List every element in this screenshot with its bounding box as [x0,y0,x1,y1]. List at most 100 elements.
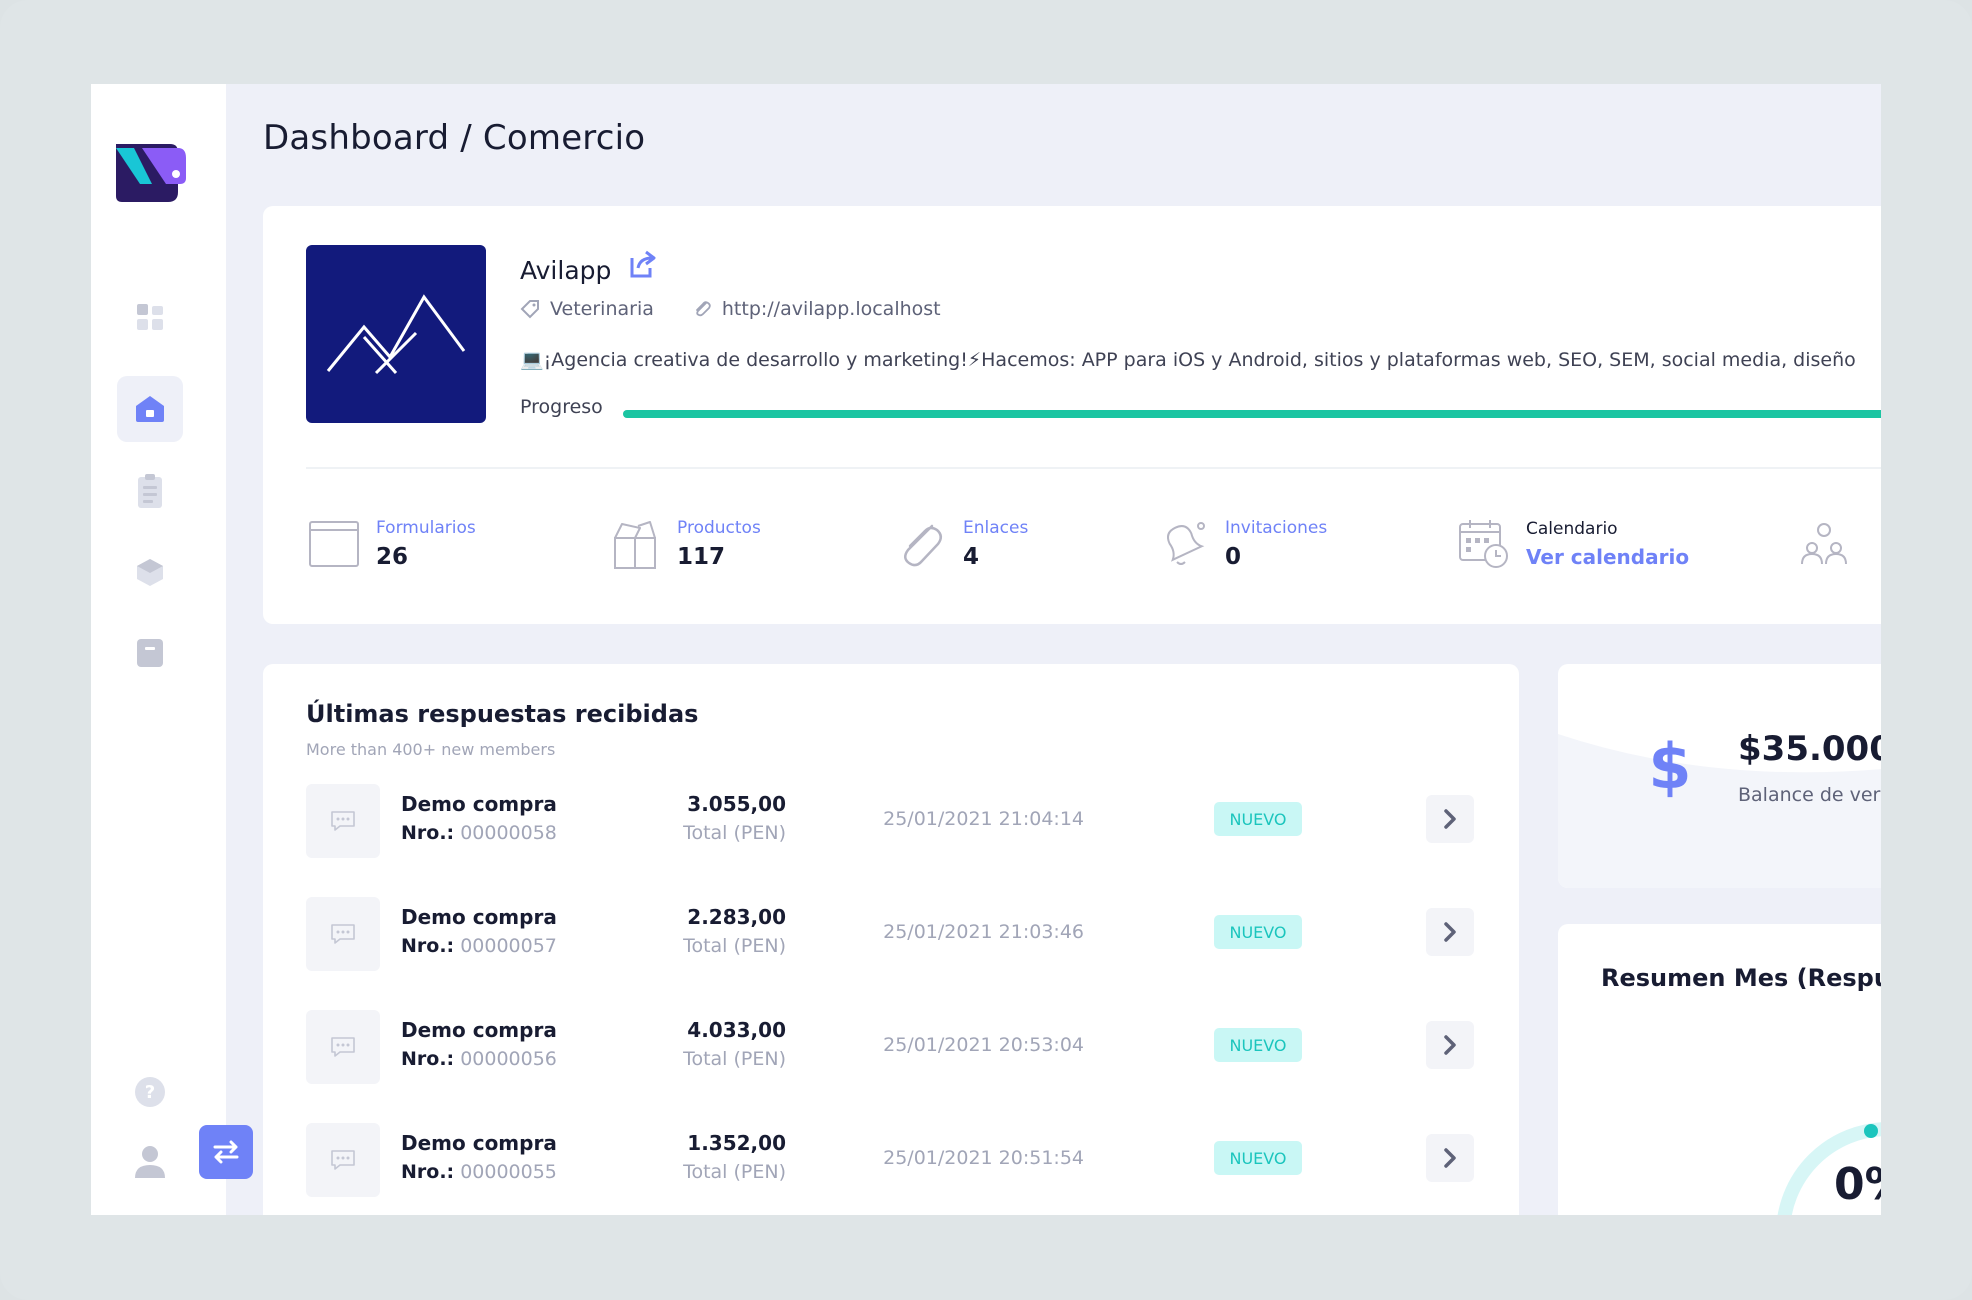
status-badge: NUEVO [1214,1028,1302,1062]
response-amount: 3.055,00 [687,792,786,816]
response-amount: 4.033,00 [687,1018,786,1042]
page-title: Dashboard / Comercio [263,118,646,158]
sidebar-item-commerce[interactable] [117,376,183,442]
response-row[interactable]: Demo compra Nro.: 00000055 1.352,00 Tota… [306,1123,1476,1199]
response-number: Nro.: 00000056 [401,1048,557,1070]
user-profile-button[interactable] [117,1129,183,1195]
stat-products[interactable]: Productos 117 [607,516,761,572]
sidebar-item-forms[interactable] [117,458,183,524]
commerce-category: Veterinaria [520,298,654,320]
response-date: 25/01/2021 21:03:46 [883,921,1084,943]
divider [306,467,1881,469]
open-response-button[interactable] [1426,795,1474,843]
summary-radial-chart [1777,1122,1881,1215]
progress-label: Progreso [520,396,603,418]
home-icon [136,396,164,422]
external-link-icon[interactable] [628,250,658,280]
tag-icon [520,300,539,319]
commerce-category-label: Veterinaria [550,298,654,320]
response-date: 25/01/2021 20:53:04 [883,1034,1084,1056]
open-box-icon [614,521,656,569]
stat-products-label: Productos [677,518,761,538]
sidebar-item-dashboard[interactable] [117,284,183,350]
response-currency: Total (PEN) [683,1048,786,1070]
svg-text:$: $ [1648,734,1691,803]
stat-users[interactable] [1796,516,1866,572]
response-row[interactable]: Demo compra Nro.: 00000057 2.283,00 Tota… [306,897,1476,973]
chat-message-icon [331,1037,355,1057]
users-group-icon [1801,523,1847,565]
chevron-right-icon [1444,1035,1456,1055]
stat-links[interactable]: Enlaces 4 [893,516,1028,572]
monthly-summary-title: Resumen Mes (Respue [1601,964,1881,992]
latest-responses-card: Últimas respuestas recibidas More than 4… [263,664,1519,1215]
bell-icon [1167,522,1205,565]
dollar-icon: $ [1648,734,1691,803]
stat-forms[interactable]: Formularios 26 [306,516,476,572]
chat-message-icon [331,1150,355,1170]
balance-label: Balance de ver [1738,784,1881,806]
status-badge: NUEVO [1214,802,1302,836]
response-date: 25/01/2021 20:51:54 [883,1147,1084,1169]
response-currency: Total (PEN) [683,935,786,957]
response-thumbnail [306,897,380,971]
commerce-url-label[interactable]: http://avilapp.localhost [721,298,941,320]
monthly-summary-card: Resumen Mes (Respue 0% [1558,924,1881,1215]
stat-links-label: Enlaces [963,518,1029,538]
chat-message-icon [331,811,355,831]
browser-window-icon [309,521,359,567]
stat-calendar[interactable]: Calendario Ver calendario [1456,516,1689,572]
open-response-button[interactable] [1426,908,1474,956]
response-number: Nro.: 00000057 [401,935,557,957]
commerce-name: Avilapp [520,256,612,285]
sidebar-item-archive[interactable] [117,620,183,686]
question-circle-icon: ? [135,1077,165,1107]
response-number: Nro.: 00000058 [401,822,557,844]
sidebar: ? [91,84,253,1215]
response-thumbnail [306,1123,380,1197]
brand-logo[interactable] [114,144,188,204]
toggle-aside-button[interactable] [199,1125,253,1179]
summary-percentage: 0% [1834,1159,1881,1210]
response-row[interactable]: Demo compra Nro.: 00000058 3.055,00 Tota… [306,784,1476,860]
calendar-clock-icon [1459,520,1508,568]
response-name: Demo compra [401,1131,557,1155]
status-badge: NUEVO [1214,1141,1302,1175]
response-amount: 1.352,00 [687,1131,786,1155]
open-response-button[interactable] [1426,1021,1474,1069]
grid-icon [137,304,163,330]
chevron-right-icon [1444,922,1456,942]
response-name: Demo compra [401,1018,557,1042]
response-thumbnail [306,1010,380,1084]
swap-arrows-icon [213,1140,239,1164]
radial-progress-marker [1864,1124,1878,1138]
response-row[interactable]: Demo compra Nro.: 00000056 4.033,00 Tota… [306,1010,1476,1086]
stat-forms-value: 26 [376,544,409,570]
response-name: Demo compra [401,905,557,929]
view-calendar-link[interactable]: Ver calendario [1526,545,1690,569]
stat-invitations-value: 0 [1225,544,1242,570]
cube-icon [137,559,163,586]
balance-amount: $35.000 [1738,729,1881,769]
chat-message-icon [331,924,355,944]
app-window: ? Dashboard / Comercio Avilapp [91,84,1881,1215]
open-response-button[interactable] [1426,1134,1474,1182]
archive-icon [137,639,163,667]
response-currency: Total (PEN) [683,822,786,844]
paperclip-icon [904,524,942,567]
response-date: 25/01/2021 21:04:14 [883,808,1084,830]
latest-responses-title: Últimas respuestas recibidas [306,700,699,728]
help-button[interactable]: ? [117,1059,183,1125]
stat-invitations[interactable]: Invitaciones 0 [1155,516,1327,572]
latest-responses-subtitle: More than 400+ new members [306,740,556,759]
balance-card: $ $35.000 Balance de ver [1558,664,1881,888]
sidebar-item-products[interactable] [117,539,183,605]
response-name: Demo compra [401,792,557,816]
commerce-url[interactable]: http://avilapp.localhost [692,298,941,320]
paperclip-icon [695,301,711,317]
response-thumbnail [306,784,380,858]
commerce-meta: Veterinaria http://avilapp.localhost [520,298,979,320]
commerce-description: 💻¡Agencia creativa de desarrollo y marke… [520,349,1856,371]
chevron-right-icon [1444,809,1456,829]
